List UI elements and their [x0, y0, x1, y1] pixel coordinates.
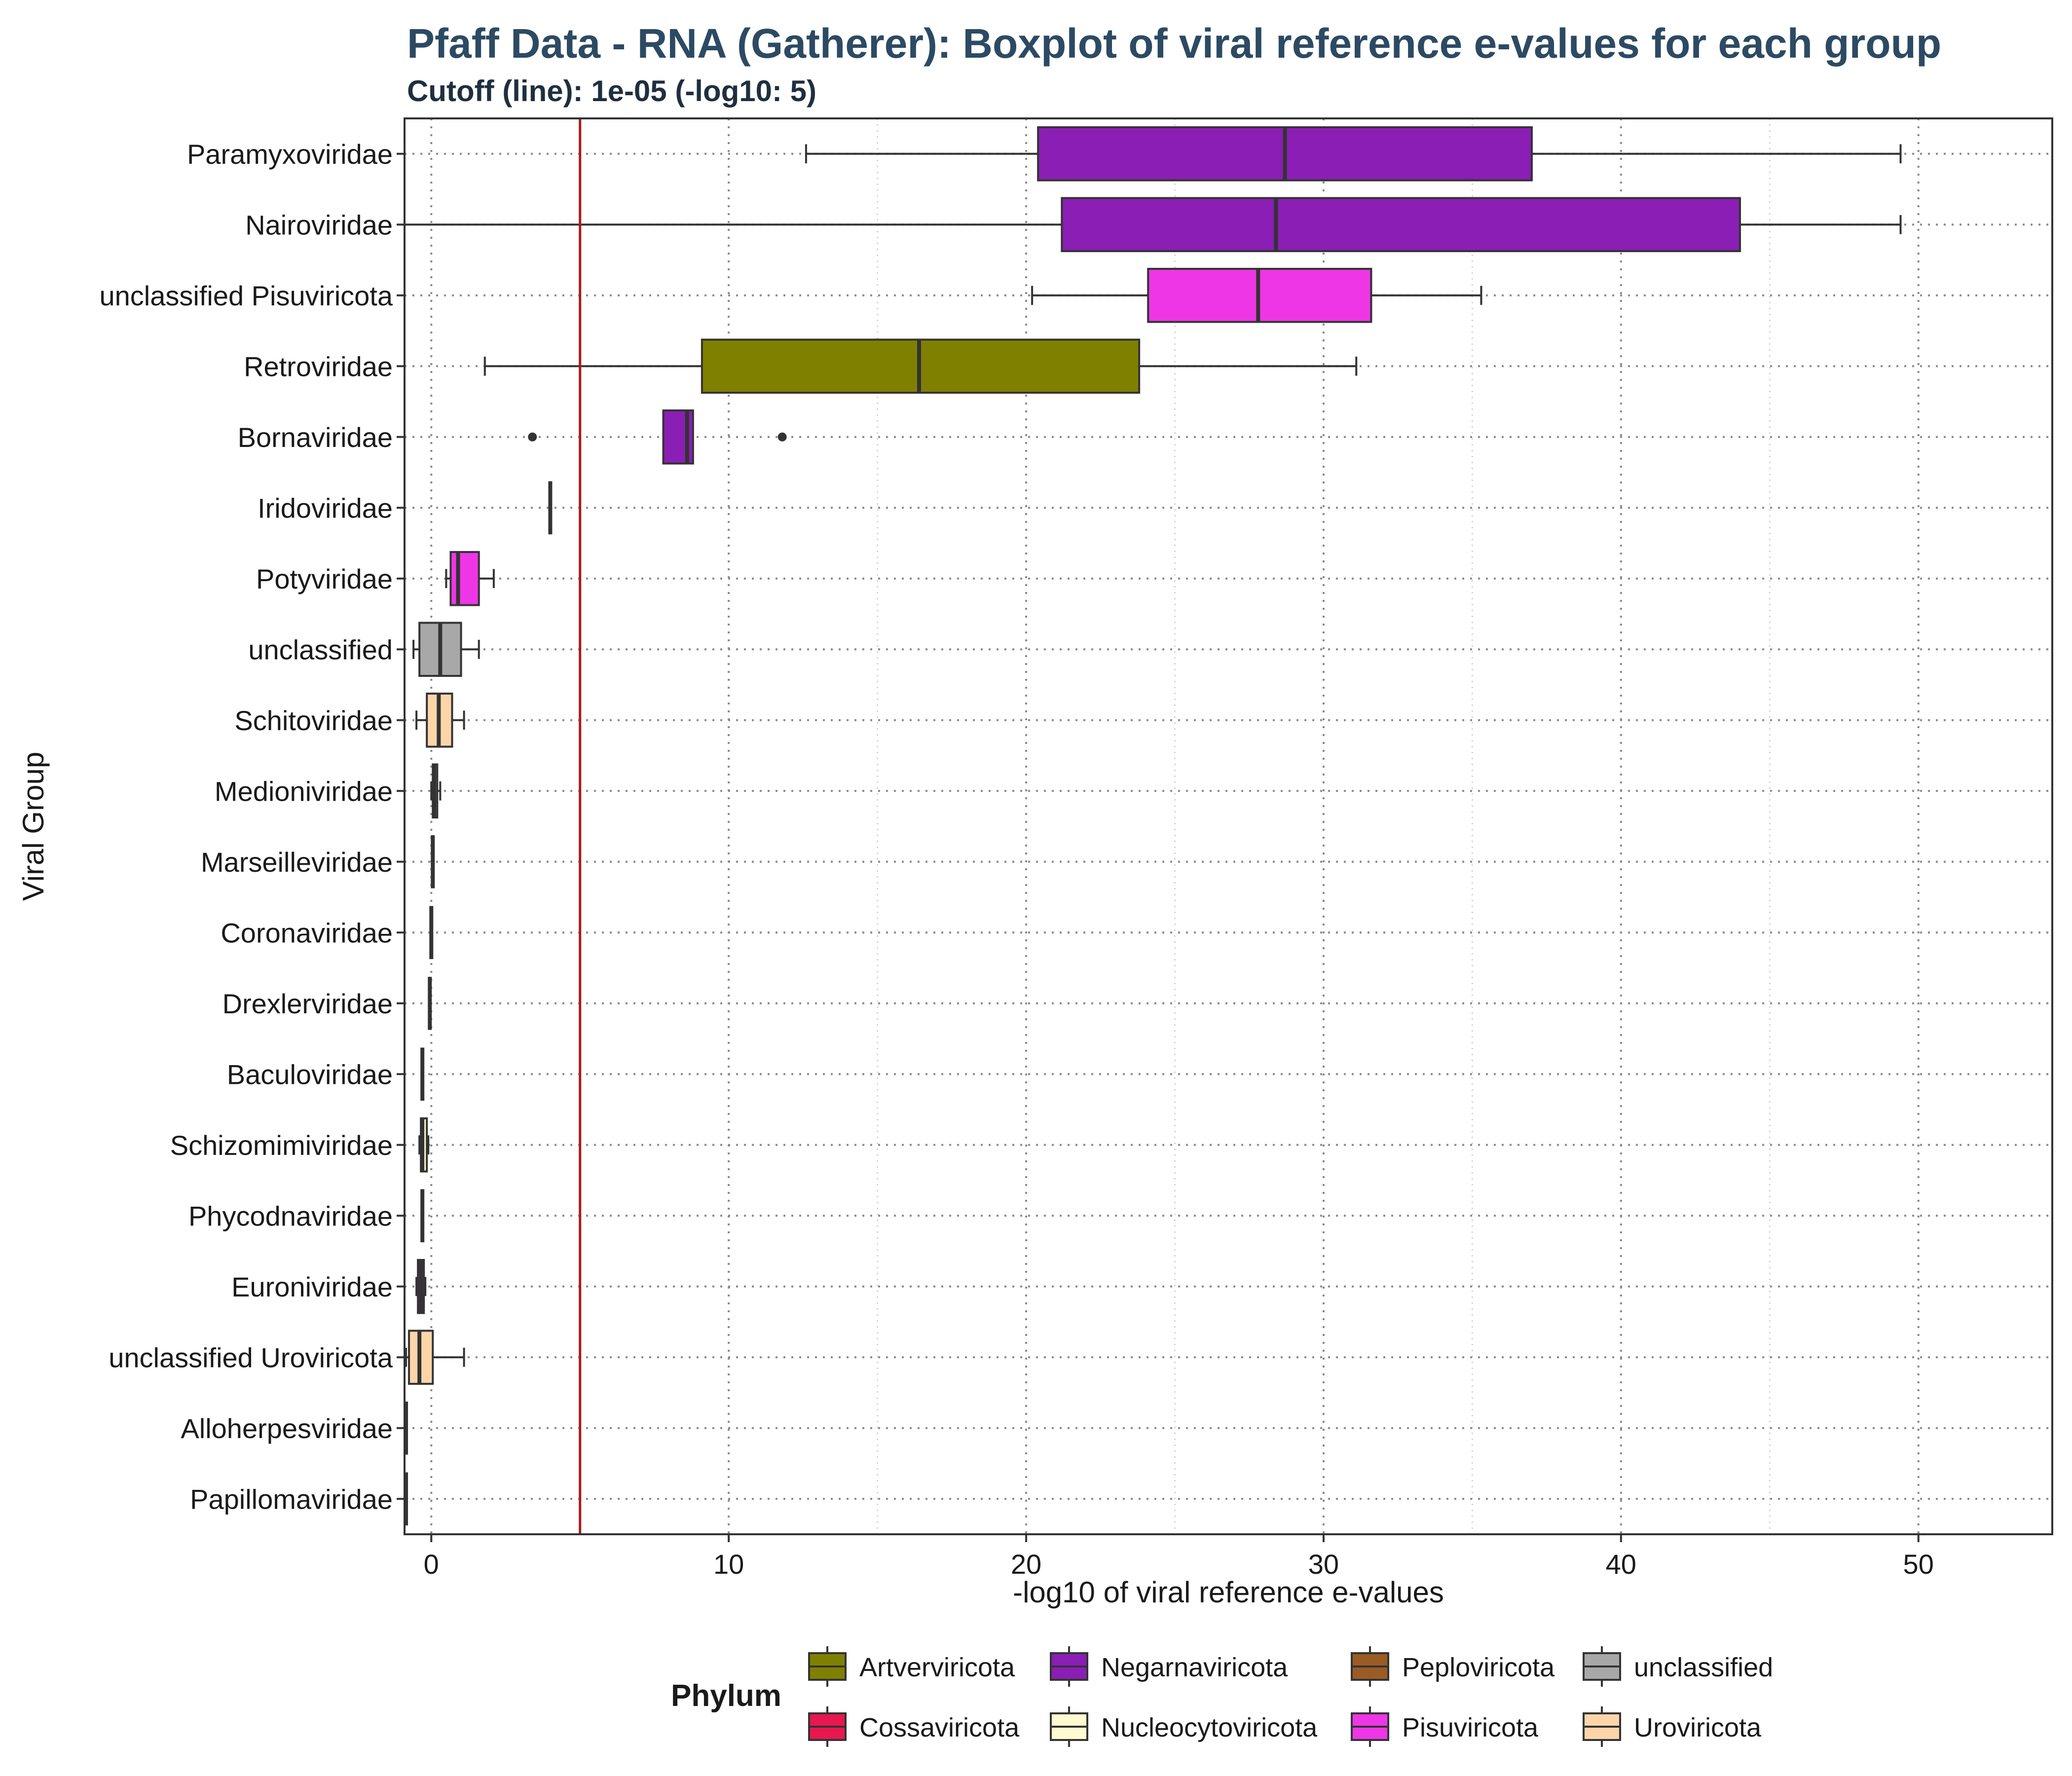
legend-label: Negarnaviricota [1101, 1653, 1288, 1682]
x-tick-label: 10 [713, 1549, 744, 1580]
legend-label: Peploviricota [1402, 1653, 1555, 1682]
y-tick-label: Bornaviridae [238, 422, 393, 453]
box-potyviridae [449, 551, 480, 606]
y-tick-label: Baculoviridae [227, 1059, 393, 1090]
y-tick-label: unclassified Uroviricota [109, 1342, 393, 1373]
plot-panel-border [404, 117, 2053, 1535]
y-tick-label: Paramyxoviridae [187, 139, 393, 170]
y-tick-label: Schizomimiviridae [170, 1130, 393, 1161]
y-tick-label: Potyviridae [256, 563, 393, 594]
y-tick-label: Nairoviridae [245, 209, 393, 240]
x-tick-label: 0 [424, 1549, 439, 1580]
box-nairoviridae [1061, 197, 1741, 253]
y-tick-label: Papillomaviridae [190, 1483, 393, 1515]
legend-label: Artverviricota [859, 1653, 1015, 1682]
x-tick-label: 30 [1308, 1549, 1339, 1580]
legend-title: Phylum [671, 1679, 781, 1713]
y-axis-title: Viral Group [17, 752, 50, 901]
outlier-point [528, 432, 537, 442]
x-tick-label: 40 [1606, 1549, 1636, 1580]
y-tick-label: unclassified Pisuviricota [100, 280, 393, 311]
y-tick-label: Retroviridae [244, 351, 393, 382]
x-tick-label: 20 [1011, 1549, 1041, 1580]
legend-label: Nucleocytoviricota [1101, 1713, 1318, 1742]
y-tick-label: Coronaviridae [221, 917, 393, 948]
chart-title: Pfaff Data - RNA (Gatherer): Boxplot of … [407, 20, 1942, 67]
x-axis-title: -log10 of viral reference e-values [1013, 1576, 1444, 1609]
y-tick-label: Schitoviridae [234, 705, 393, 736]
legend-label: Cossaviricota [859, 1713, 1020, 1742]
y-tick-label: Drexlerviridae [222, 988, 393, 1019]
y-tick-label: Iridoviridae [258, 492, 393, 523]
y-tick-label: unclassified [248, 634, 393, 665]
chart-subtitle: Cutoff (line): 1e-05 (-log10: 5) [407, 74, 817, 108]
x-tick-label: 50 [1903, 1549, 1934, 1580]
y-tick-label: Euroniviridae [231, 1271, 393, 1302]
legend-label: Uroviricota [1634, 1713, 1762, 1742]
y-tick-label: Phycodnaviridae [188, 1200, 393, 1231]
y-tick-label: Medioniviridae [215, 776, 393, 807]
y-tick-label: Marseilleviridae [201, 847, 393, 878]
y-tick-label: Alloherpesviridae [181, 1413, 393, 1444]
legend-label: unclassified [1634, 1653, 1773, 1682]
legend-label: Pisuviricota [1402, 1713, 1539, 1742]
outlier-point [777, 432, 787, 442]
